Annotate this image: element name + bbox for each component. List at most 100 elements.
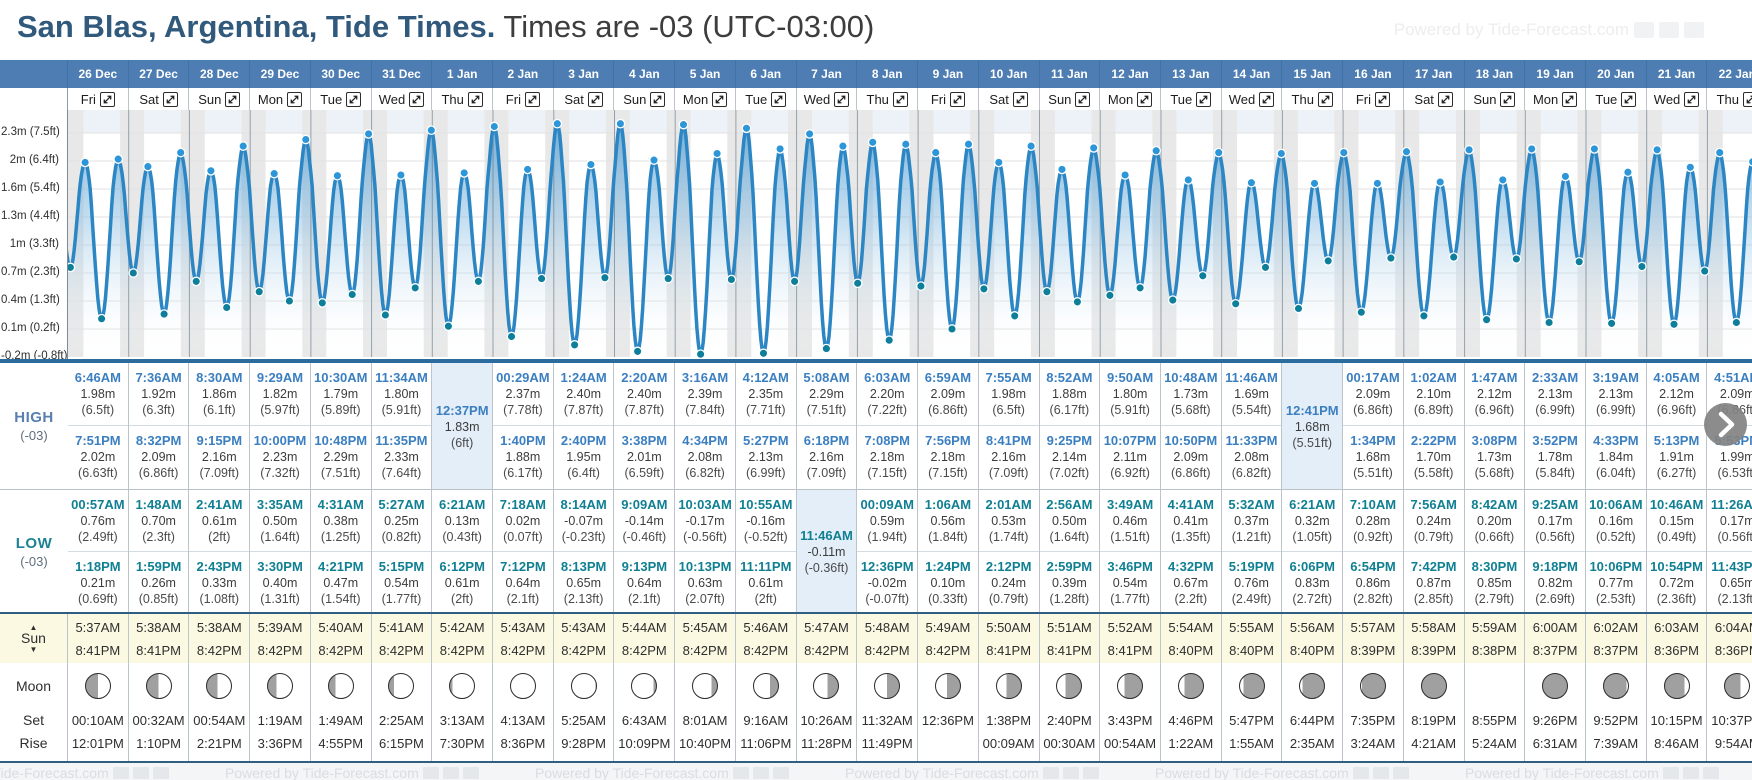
tide-time: 11:43PM — [1711, 559, 1752, 574]
tide-height-m: 1.73m — [1477, 450, 1512, 464]
tide-time: 7:56PM — [925, 433, 971, 448]
low-tide-point — [284, 296, 295, 306]
high-tide-point — [1526, 144, 1537, 154]
expand-day-button[interactable] — [1012, 91, 1028, 107]
expand-day-button[interactable] — [1742, 91, 1752, 107]
high-tide-entry: 10:07PM 2.11m (6.92ft) — [1100, 425, 1160, 487]
watermark-text: Powered by Tide-Forecast.com — [225, 765, 419, 780]
tide-height-m: 2.18m — [930, 450, 966, 464]
low-tide-entry: 4:31AM 0.38m (1.25ft) — [311, 490, 371, 551]
moonset-time: 2:40PM — [1046, 713, 1092, 728]
tide-height-ft: (2.49ft) — [78, 530, 118, 544]
expand-day-button[interactable] — [287, 91, 303, 107]
tide-time: 5:27AM — [378, 497, 425, 512]
weekday-cell: Wed — [1647, 88, 1708, 110]
expand-day-button[interactable] — [524, 91, 540, 107]
moonrise-time: 9:28PM — [561, 736, 607, 751]
sunrise-time: 6:02AM — [1593, 620, 1639, 635]
expand-day-button[interactable] — [650, 91, 666, 107]
moonrise-time: 1:10PM — [136, 736, 181, 751]
page-title: San Blas, Argentina, Tide Times. Times a… — [17, 9, 874, 45]
expand-day-button[interactable] — [1684, 91, 1700, 107]
tide-height-ft: (7.71ft) — [745, 403, 786, 417]
moonrise-time: 10:40PM — [679, 736, 732, 751]
high-tide-entry: 9:15PM 2.16m (7.09ft) — [189, 425, 250, 487]
expand-day-button[interactable] — [346, 91, 362, 107]
high-tide-point — [963, 139, 974, 150]
expand-day-button[interactable] — [1075, 91, 1091, 107]
tide-height-ft: (5.91ft) — [1110, 403, 1150, 417]
sunrise-time: 6:00AM — [1532, 620, 1578, 635]
expand-day-button[interactable] — [1437, 91, 1453, 107]
tide-height-m: 2.09m — [141, 450, 176, 464]
tide-curve-line — [68, 121, 1752, 356]
expand-day-button[interactable] — [162, 91, 178, 107]
moonset-time: 3:43PM — [1107, 713, 1153, 728]
next-page-button[interactable] — [1704, 403, 1747, 446]
tide-height-ft: (2.72ft) — [1292, 592, 1333, 606]
date-header-cell: 28 Dec — [189, 60, 251, 88]
expand-day-button[interactable] — [1621, 91, 1637, 107]
moon-phase-icon — [874, 673, 901, 699]
tide-height-m: 1.83m — [444, 419, 480, 434]
tide-height-m: 2.18m — [869, 450, 905, 464]
low-tide-entry: 11:46AM -0.11m (-0.36ft) — [796, 490, 857, 613]
expand-day-button[interactable] — [771, 91, 787, 107]
sun-times-cell: 5:58AM 8:39PM — [1404, 614, 1465, 663]
expand-day-button[interactable] — [1196, 91, 1212, 107]
expand-icon — [166, 95, 175, 103]
tide-time: 4:34PM — [682, 433, 728, 448]
low-tide-entry: 8:13PM 0.65m (2.13ft) — [553, 551, 614, 612]
tide-height-m: 1.98m — [991, 387, 1027, 401]
expand-day-button[interactable] — [1375, 91, 1391, 107]
tide-height-ft: (2.13ft) — [1717, 592, 1752, 606]
sunset-time: 8:42PM — [318, 643, 364, 658]
high-tide-point — [332, 170, 343, 181]
high-tide-point — [1151, 145, 1162, 156]
high-tide-cell: 6:59AM 2.09m (6.86ft) 7:56PM 2.18m (7.15ft) — [918, 363, 979, 489]
tide-height-m: 2.09m — [1355, 387, 1391, 401]
expand-day-button[interactable] — [225, 91, 241, 107]
expand-day-button[interactable] — [950, 91, 965, 107]
expand-day-button[interactable] — [712, 91, 728, 107]
expand-day-button[interactable] — [834, 91, 850, 107]
expand-day-button[interactable] — [1259, 91, 1275, 107]
high-tide-entry: 2:22PM 1.70m (5.58ft) — [1403, 425, 1464, 487]
moon-phase-icon — [449, 673, 476, 699]
moon-icon-row — [1100, 663, 1160, 709]
expand-day-button[interactable] — [892, 91, 908, 107]
moon-cell: 8:19PM 4:21AM — [1404, 663, 1465, 761]
tide-time: 4:21PM — [317, 559, 364, 574]
expand-day-button[interactable] — [1137, 91, 1153, 107]
moonset-time: 11:32AM — [861, 713, 913, 728]
low-tide-point — [1072, 297, 1083, 307]
expand-day-button[interactable] — [1500, 91, 1516, 107]
sunrise-time: 5:54AM — [1168, 620, 1214, 635]
high-tide-cell: 4:05AM 2.12m (6.96ft) 5:13PM 1.91m (6.27ft) — [1646, 363, 1708, 489]
expand-day-button[interactable] — [1317, 91, 1333, 107]
expand-day-button[interactable] — [587, 91, 603, 107]
expand-day-button[interactable] — [409, 91, 425, 107]
expand-day-button[interactable] — [99, 91, 115, 107]
expand-icon — [837, 95, 846, 103]
low-tide-cell: 2:41AM 0.61m (2ft) 2:43PM 0.33m (1.08ft) — [189, 490, 251, 613]
low-tide-point — [473, 276, 484, 287]
high-tide-cell: 7:55AM 1.98m (6.5ft) 8:41PM 2.16m (7.09ft) — [978, 363, 1040, 489]
expand-day-button[interactable] — [467, 91, 483, 107]
high-tide-entry: 4:05AM 2.12m (6.96ft) — [1647, 363, 1707, 425]
low-tide-entry: 6:21AM 0.32m (1.05ft) — [1282, 490, 1342, 551]
high-tide-entry: 1:24AM 2.40m (7.87ft) — [554, 363, 614, 425]
tide-time: 7:51PM — [75, 433, 121, 448]
high-tide-entry: 9:25PM 2.14m (7.02ft) — [1039, 425, 1100, 487]
tide-height-ft: (2.13ft) — [563, 592, 604, 606]
weekday-label: Mon — [1107, 91, 1134, 107]
sunrise-time: 5:44AM — [621, 620, 667, 635]
moonrise-time: 2:21PM — [196, 736, 242, 751]
tide-height-m: 0.76m — [80, 514, 116, 528]
tide-height-m: 2.09m — [1719, 387, 1752, 401]
expand-day-button[interactable] — [1562, 91, 1578, 107]
low-tide-cell: 5:27AM 0.25m (0.82ft) 5:15PM 0.54m (1.77ft) — [371, 490, 433, 613]
high-tide-entry: 3:08PM 1.73m (5.68ft) — [1464, 425, 1525, 487]
watermark-text: Powered by Tide-Forecast.com — [535, 765, 729, 780]
low-tide-entry: 4:32PM 0.67m (2.2ft) — [1160, 551, 1221, 612]
